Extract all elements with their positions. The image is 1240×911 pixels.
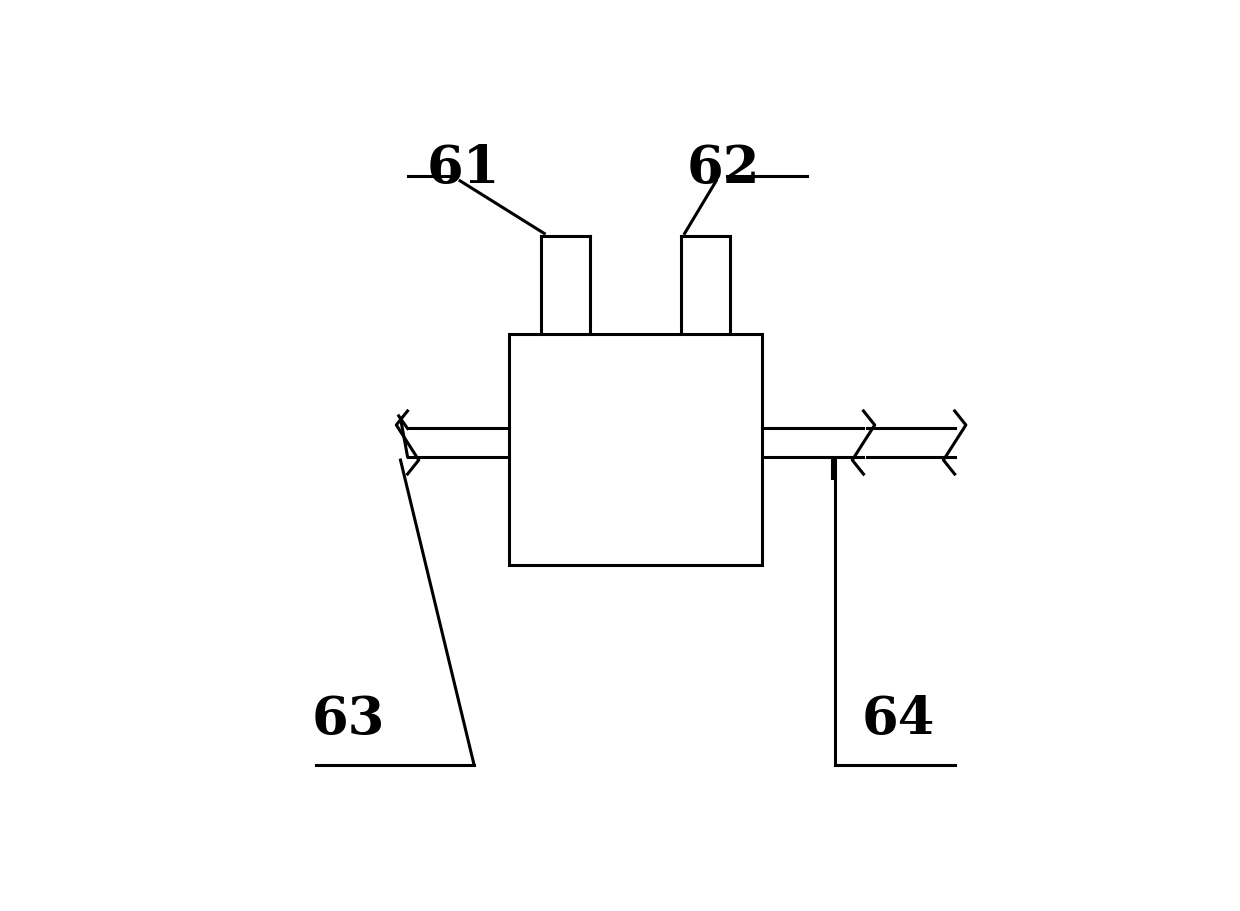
Text: 62: 62 [687,143,760,194]
Text: 61: 61 [427,143,501,194]
Text: 63: 63 [311,694,384,745]
Text: 64: 64 [862,694,935,745]
